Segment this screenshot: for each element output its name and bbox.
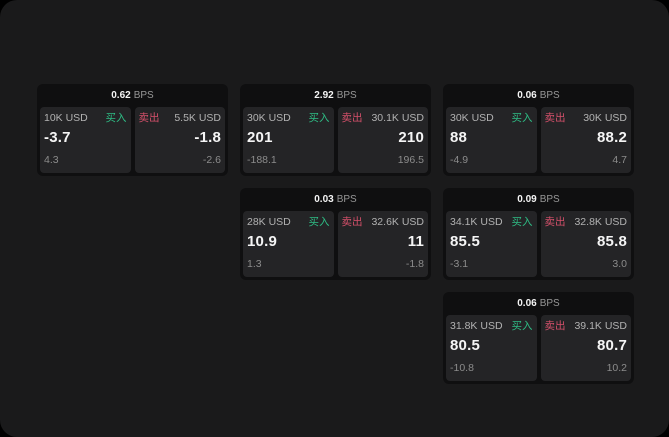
sell-price: -1.8 — [194, 129, 221, 146]
sell-quote-button[interactable]: 卖出 30.1K USD 210 196.5 — [337, 107, 428, 173]
buy-quote-button[interactable]: 30K USD 买入 88 -4.9 — [446, 107, 537, 173]
buy-price: 88 — [450, 129, 468, 146]
quote-card-5: 0.09 BPS 34.1K USD 买入 85.5 -3.1 卖出 32.8K… — [443, 188, 634, 280]
sell-price: 210 — [398, 129, 424, 146]
sell-change: 196.5 — [397, 154, 424, 166]
sell-price: 11 — [407, 233, 424, 250]
buy-change: -4.9 — [450, 154, 469, 166]
card-header: 0.62 BPS — [40, 87, 225, 107]
quote-grid: 0.62 BPS 10K USD 买入 -3.7 4.3 卖出 5.5K USD — [37, 84, 634, 384]
buy-change: 4.3 — [44, 154, 59, 166]
quote-card-1: 0.62 BPS 10K USD 买入 -3.7 4.3 卖出 5.5K USD — [37, 84, 228, 176]
buy-change: 1.3 — [247, 258, 262, 270]
buy-side-label: 买入 — [511, 112, 533, 124]
sell-amount: 32.8K USD — [574, 216, 627, 228]
buy-amount: 34.1K USD — [450, 216, 503, 228]
bps-unit-label: BPS — [336, 194, 357, 205]
buy-quote-button[interactable]: 10K USD 买入 -3.7 4.3 — [40, 107, 131, 173]
sell-change: 4.7 — [612, 154, 627, 166]
buy-side-label: 买入 — [511, 216, 533, 228]
buy-quote-button[interactable]: 28K USD 买入 10.9 1.3 — [243, 211, 334, 277]
sell-price: 80.7 — [597, 337, 627, 354]
quote-panes: 10K USD 买入 -3.7 4.3 卖出 5.5K USD -1.8 -2.… — [40, 107, 225, 173]
sell-price: 85.8 — [597, 233, 627, 250]
card-header: 0.06 BPS — [446, 295, 631, 315]
bps-value: 0.03 — [314, 194, 334, 205]
card-header: 0.09 BPS — [446, 191, 631, 211]
buy-amount: 30K USD — [450, 112, 494, 124]
bps-value: 2.92 — [314, 90, 334, 101]
bps-value: 0.62 — [111, 90, 131, 101]
sell-side-label: 卖出 — [341, 112, 363, 124]
sell-amount: 39.1K USD — [574, 320, 627, 332]
buy-price: 10.9 — [247, 233, 277, 250]
buy-change: -188.1 — [247, 154, 277, 166]
card-header: 0.03 BPS — [243, 191, 428, 211]
buy-side-label: 买入 — [511, 320, 533, 332]
buy-side-label: 买入 — [308, 216, 330, 228]
sell-amount: 30.1K USD — [371, 112, 424, 124]
buy-side-label: 买入 — [308, 112, 330, 124]
bps-unit-label: BPS — [539, 298, 560, 309]
card-header: 2.92 BPS — [243, 87, 428, 107]
sell-price: 88.2 — [597, 129, 627, 146]
quote-card-2: 2.92 BPS 30K USD 买入 201 -188.1 卖出 30.1K … — [240, 84, 431, 176]
buy-side-label: 买入 — [105, 112, 127, 124]
buy-change: -3.1 — [450, 258, 469, 270]
bps-value: 0.06 — [517, 90, 537, 101]
sell-change: -1.8 — [405, 258, 424, 270]
buy-amount: 28K USD — [247, 216, 291, 228]
bps-unit-label: BPS — [539, 90, 560, 101]
sell-quote-button[interactable]: 卖出 32.8K USD 85.8 3.0 — [540, 211, 631, 277]
buy-amount: 10K USD — [44, 112, 88, 124]
bps-unit-label: BPS — [336, 90, 357, 101]
sell-side-label: 卖出 — [544, 320, 566, 332]
buy-price: 80.5 — [450, 337, 480, 354]
quote-card-3: 0.06 BPS 30K USD 买入 88 -4.9 卖出 30K USD — [443, 84, 634, 176]
card-header: 0.06 BPS — [446, 87, 631, 107]
buy-price: 85.5 — [450, 233, 480, 250]
quote-card-4: 0.03 BPS 28K USD 买入 10.9 1.3 卖出 32.6K US… — [240, 188, 431, 280]
quote-card-6: 0.06 BPS 31.8K USD 买入 80.5 -10.8 卖出 39.1… — [443, 292, 634, 384]
sell-side-label: 卖出 — [341, 216, 363, 228]
sell-quote-button[interactable]: 卖出 30K USD 88.2 4.7 — [540, 107, 631, 173]
bps-value: 0.09 — [517, 194, 537, 205]
bps-value: 0.06 — [517, 298, 537, 309]
sell-change: 3.0 — [612, 258, 627, 270]
sell-side-label: 卖出 — [138, 112, 160, 124]
sell-amount: 30K USD — [583, 112, 627, 124]
quote-panes: 30K USD 买入 201 -188.1 卖出 30.1K USD 210 1… — [243, 107, 428, 173]
sell-change: 10.2 — [606, 362, 627, 374]
sell-amount: 32.6K USD — [371, 216, 424, 228]
sell-change: -2.6 — [202, 154, 221, 166]
buy-amount: 31.8K USD — [450, 320, 503, 332]
bps-unit-label: BPS — [539, 194, 560, 205]
quote-panes: 34.1K USD 买入 85.5 -3.1 卖出 32.8K USD 85.8… — [446, 211, 631, 277]
buy-change: -10.8 — [450, 362, 474, 374]
sell-quote-button[interactable]: 卖出 32.6K USD 11 -1.8 — [337, 211, 428, 277]
buy-amount: 30K USD — [247, 112, 291, 124]
buy-price: 201 — [247, 129, 273, 146]
bps-unit-label: BPS — [133, 90, 154, 101]
sell-amount: 5.5K USD — [174, 112, 221, 124]
buy-price: -3.7 — [44, 129, 71, 146]
sell-quote-button[interactable]: 卖出 5.5K USD -1.8 -2.6 — [134, 107, 225, 173]
buy-quote-button[interactable]: 34.1K USD 买入 85.5 -3.1 — [446, 211, 537, 277]
quote-panes: 31.8K USD 买入 80.5 -10.8 卖出 39.1K USD 80.… — [446, 315, 631, 381]
sell-side-label: 卖出 — [544, 216, 566, 228]
quote-panes: 30K USD 买入 88 -4.9 卖出 30K USD 88.2 4.7 — [446, 107, 631, 173]
sell-side-label: 卖出 — [544, 112, 566, 124]
buy-quote-button[interactable]: 31.8K USD 买入 80.5 -10.8 — [446, 315, 537, 381]
sell-quote-button[interactable]: 卖出 39.1K USD 80.7 10.2 — [540, 315, 631, 381]
buy-quote-button[interactable]: 30K USD 买入 201 -188.1 — [243, 107, 334, 173]
quote-panes: 28K USD 买入 10.9 1.3 卖出 32.6K USD 11 -1.8 — [243, 211, 428, 277]
